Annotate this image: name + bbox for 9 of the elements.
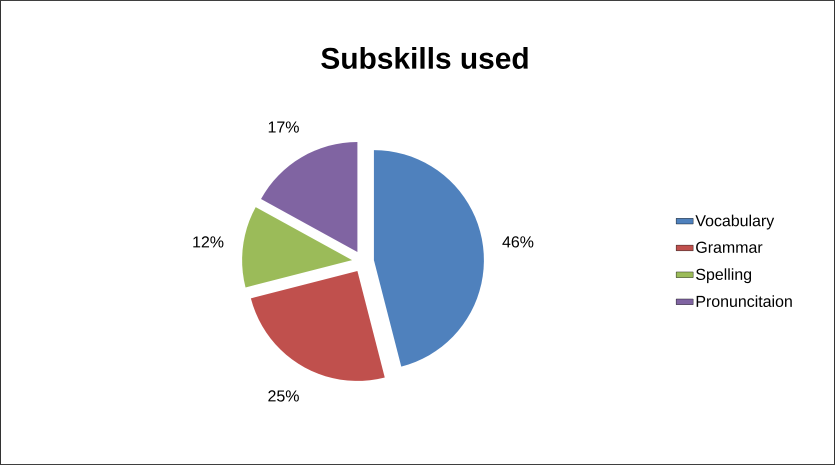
legend-label: Vocabulary [695,214,774,230]
legend-label: Grammar [696,242,762,253]
legend-label: Pronuncitaion [696,295,792,308]
chart-title: Subskills used [321,47,528,69]
data-label: 17% [268,121,299,133]
data-label: 25% [268,390,299,402]
data-label: 12% [193,236,224,248]
legend-label: Spelling [696,268,752,284]
data-label: 46% [502,236,534,248]
